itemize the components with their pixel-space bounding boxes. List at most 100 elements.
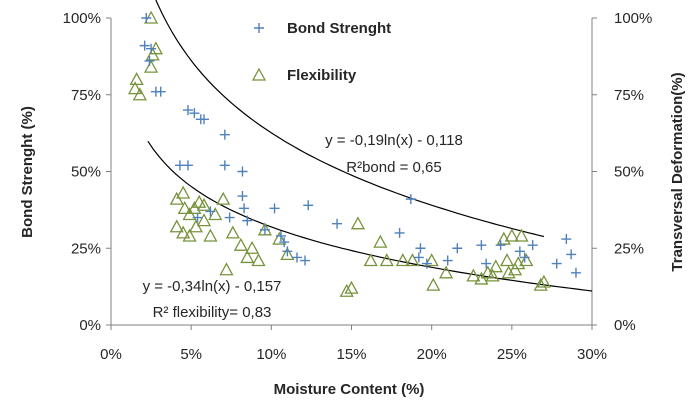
- flexibility-point: [225, 225, 240, 239]
- flexibility-point: [488, 259, 503, 273]
- x-tick-label: 20%: [417, 346, 447, 363]
- bond-strenght-point: [415, 243, 426, 254]
- bond-strenght-point: [239, 203, 250, 214]
- bond-strenght-point: [259, 224, 270, 235]
- flexibility-point: [219, 262, 234, 276]
- flexibility-point: [405, 253, 420, 267]
- bond-strenght-point: [561, 234, 572, 245]
- flexibility-point: [350, 216, 366, 230]
- bond-strenght-point: [495, 240, 506, 251]
- flexibility-point: [272, 231, 287, 245]
- y-tick-label: 100%: [63, 10, 101, 27]
- bond-strenght-point: [237, 191, 248, 202]
- bond-strenght-point: [405, 194, 416, 205]
- bond-strenght-point: [332, 218, 343, 229]
- bond-strenght-point: [275, 230, 286, 241]
- flexibility-point: [504, 228, 519, 242]
- flexibility-trendline: [155, 0, 545, 238]
- y-tick-label: 25%: [71, 240, 101, 257]
- flexibility-point: [251, 253, 266, 267]
- x-tick-label: 30%: [577, 346, 607, 363]
- flexibility-point: [143, 59, 159, 73]
- bond-strenght-point: [452, 243, 463, 254]
- flexibility-point: [203, 228, 218, 242]
- flexibility-point: [466, 268, 481, 282]
- flexibility-point: [176, 225, 191, 239]
- flexibility-point: [182, 228, 197, 242]
- flexibility-point: [511, 256, 526, 270]
- bond-strenght-point: [144, 55, 155, 66]
- legend-label-flexibility: Flexibility: [287, 67, 357, 84]
- flexibility-point: [519, 253, 534, 267]
- flexibility-point: [499, 253, 515, 267]
- bond-strenght-point: [242, 215, 253, 226]
- flexibility-point: [344, 280, 359, 294]
- flexibility-point: [280, 247, 295, 261]
- flexibility-point: [339, 283, 354, 297]
- legend-triangle-icon: [251, 67, 267, 81]
- bond-trend-r2: R²bond = 0,65: [346, 159, 442, 176]
- y2-axis-title: Transversal Deformation(%): [669, 72, 686, 271]
- x-tick-label: 10%: [256, 346, 286, 363]
- flexibility-point: [127, 81, 143, 95]
- legend-marker-flexibility: [251, 67, 267, 81]
- y2-tick-label: 100%: [614, 10, 652, 27]
- y2-tick-label: 25%: [614, 240, 644, 257]
- y2-tick-label: 50%: [614, 164, 644, 181]
- flexibility-point: [132, 87, 147, 101]
- flexibility-point: [536, 274, 551, 288]
- bond-strenght-point: [269, 203, 280, 214]
- bond-strenght-point: [219, 160, 230, 171]
- bond-strenght-point: [155, 86, 166, 97]
- bond-strenght-point: [519, 252, 530, 263]
- bond-strenght-point: [189, 108, 200, 119]
- x-tick-label: 15%: [336, 346, 366, 363]
- y-axis-title: Bond Strenght (%): [19, 106, 36, 238]
- x-tick-label: 5%: [180, 346, 202, 363]
- bond-strenght-point: [182, 160, 193, 171]
- flexibility-point: [233, 237, 248, 251]
- x-tick-label: 0%: [100, 346, 122, 363]
- bond-strenght-point: [205, 206, 216, 217]
- y2-tick-label: 0%: [614, 317, 636, 334]
- bond-strenght-point: [198, 114, 209, 125]
- flexibility-point: [395, 253, 410, 267]
- flexibility-point: [196, 197, 212, 211]
- bond-strenght-point: [303, 200, 314, 211]
- bond-strenght-point: [146, 43, 157, 54]
- bond-strenght-point: [421, 258, 432, 269]
- flexibility-point: [216, 191, 231, 205]
- x-axis-title: Moisture Content (%): [274, 381, 425, 398]
- bond-strenght-point: [291, 252, 302, 263]
- y-tick-label: 50%: [71, 164, 101, 181]
- bond-strenght-point: [224, 212, 235, 223]
- flex-trend-r2: R² flexibility= 0,83: [153, 304, 272, 321]
- flexibility-point: [177, 200, 192, 214]
- flexibility-point: [208, 207, 223, 221]
- flex-trend-equation: y = -0,34ln(x) - 0,157: [143, 278, 282, 295]
- flexibility-point: [514, 228, 529, 242]
- flexibility-point: [496, 231, 511, 245]
- bond-strenght-point: [279, 237, 290, 248]
- flexibility-point: [363, 253, 378, 267]
- bond-strenght-point: [514, 246, 525, 257]
- flexibility-point: [244, 240, 260, 254]
- bond-strenght-point: [570, 267, 581, 278]
- axes: 0% 5% 10% 15% 20% 25% 30% 0% 25% 50% 75% 100% 0% 25% 5…: [63, 10, 653, 363]
- flexibility-point: [129, 72, 144, 86]
- flexibility-point: [426, 277, 441, 291]
- bond-strenght-point: [442, 255, 453, 266]
- legend: Bond Strenght Flexibility: [251, 20, 391, 84]
- bond-strenght-point: [282, 246, 293, 257]
- flexibility-point: [373, 234, 388, 248]
- flexibility-point: [501, 265, 516, 279]
- flexibility-point: [379, 253, 394, 267]
- bond-strenght-point: [182, 105, 193, 116]
- flexibility-point: [439, 265, 454, 279]
- bond-strenght-point: [139, 40, 150, 51]
- bond-strenght-point: [192, 212, 203, 223]
- flexibility-point: [533, 277, 548, 291]
- flexibility-point: [240, 250, 255, 264]
- bond-strenght-point: [481, 258, 492, 269]
